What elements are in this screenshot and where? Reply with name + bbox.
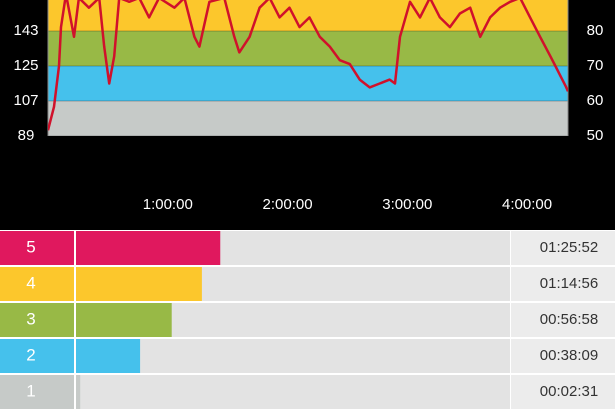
plot-area: [48, 0, 568, 131]
x-tick-label: 4:00:00: [502, 196, 552, 213]
zone-bar: [76, 375, 81, 409]
time-cell: [511, 339, 615, 373]
zone-band: [48, 0, 568, 31]
zone-time: 01:14:56: [540, 275, 598, 292]
zone-number: 4: [26, 273, 35, 292]
y2-tick-label: 50: [587, 127, 604, 144]
zone-bar: [76, 339, 141, 373]
zone-label-box: [0, 303, 74, 337]
zone-band: [48, 101, 568, 136]
zone-bar: [76, 267, 202, 301]
y2-tick-label: 90: [587, 0, 604, 4]
zone-label-box: [0, 231, 74, 265]
y-tick-label: 125: [13, 57, 38, 74]
time-cell: [511, 375, 615, 409]
zone-number: 2: [26, 345, 35, 364]
y-tick-label: 161: [13, 0, 38, 4]
zone-time: 00:02:31: [540, 383, 598, 400]
time-cell: [511, 303, 615, 337]
zone-time: 00:38:09: [540, 347, 598, 364]
zone-bar: [76, 231, 221, 265]
zone-number: 5: [26, 237, 35, 256]
x-tick-label: 2:00:00: [263, 196, 313, 213]
time-cell: [511, 231, 615, 265]
zone-number: 1: [26, 381, 35, 400]
zone-label-box: [0, 267, 74, 301]
zone-band: [48, 66, 568, 101]
zone-time: 01:25:52: [540, 239, 598, 256]
y-tick-label: 107: [13, 92, 38, 109]
y-tick-label: 89: [18, 127, 35, 144]
zone-number: 3: [26, 309, 35, 328]
time-cell: [511, 267, 615, 301]
x-tick-label: 3:00:00: [382, 196, 432, 213]
y2-tick-label: 80: [587, 22, 604, 39]
zone-bar: [76, 303, 172, 337]
zone-label-box: [0, 339, 74, 373]
y-tick-label: 143: [13, 22, 38, 39]
zone-track: [76, 375, 510, 409]
zone-band: [48, 31, 568, 66]
zone-time: 00:56:58: [540, 311, 598, 328]
y2-tick-label: 60: [587, 92, 604, 109]
zone-label-box: [0, 375, 74, 409]
y2-tick-label: 70: [587, 57, 604, 74]
heart-rate-line: [48, 0, 568, 131]
x-tick-label: 1:00:00: [143, 196, 193, 213]
zone-track: [76, 339, 510, 373]
